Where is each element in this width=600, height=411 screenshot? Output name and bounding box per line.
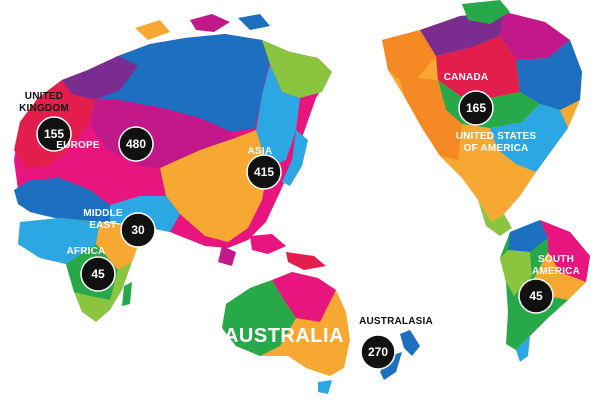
uk-count: 155 [44,127,64,141]
europe-count: 480 [126,137,146,151]
canada-count-badge [458,90,494,126]
uk-label-line-1: UNITED [25,91,63,102]
colombia-region [508,220,548,252]
north-australia-region [272,272,336,322]
australasia-count-badge [360,334,396,370]
greenland [462,0,510,24]
patagonia-region [516,336,530,362]
scandinavia-region [62,56,138,100]
sea-islands-1 [218,246,236,266]
canada-region [436,36,520,98]
far-east-region [262,40,332,98]
asia-count-badge [246,154,282,190]
alaska-region [382,30,436,80]
canada-count: 165 [466,101,486,115]
africa-count-badge [80,256,116,292]
asia-count: 415 [254,165,274,179]
madagascar [122,282,132,306]
middle-east-label-line-1: MIDDLE [83,208,123,219]
uk-label-line-2: KINGDOM [19,103,69,114]
sea-islands-3 [286,252,326,270]
middle-east-label-line-2: EAST [89,220,116,231]
australia-label: AUSTRALIA [224,325,344,347]
nz-north-island [400,330,420,356]
arctic-island-3 [238,14,270,30]
new-zealand-landmass [380,330,420,380]
europe-count-badge [118,126,154,162]
australasia-count: 270 [368,345,388,359]
middle-east-count-badge [120,212,156,248]
east-canada-region [516,40,582,110]
australasia-label: AUSTRALASIA [359,316,433,327]
canada-label: CANADA [444,72,489,83]
northern-canada-region [420,12,505,56]
tasmania [318,380,332,394]
south-america-label-line-2: AMERICA [532,266,580,277]
arctic-island-1 [135,20,170,40]
arctic-canada-region [500,12,570,60]
nz-south-island [380,352,402,380]
japan-region [282,130,308,186]
usa-east-region [490,104,568,172]
iberia-region [14,178,110,222]
east-asia-region [256,64,300,168]
south-america-count: 45 [529,289,543,303]
australia-landmass [222,272,350,394]
south-america-label-line-1: SOUTH [538,254,574,265]
uk-count-badge [36,116,72,152]
asia-label: ASIA [248,146,273,157]
brazil-region [540,220,590,282]
sea-islands-2 [250,234,286,254]
west-australia-region [222,280,296,356]
africa-count: 45 [91,267,105,281]
arctic-island-2 [190,14,230,32]
usa-label-line-1: UNITED STATES [456,131,537,142]
china-region [160,130,268,242]
usa-west-region [400,78,462,160]
africa-label: AFRICA [67,246,106,257]
west-africa-region [18,218,100,264]
south-america-count-badge [518,278,554,314]
central-america [478,200,512,236]
middle-east-count: 30 [131,223,145,237]
europe-label: EUROPE [56,140,100,151]
usa-label-line-2: OF AMERICA [464,143,529,154]
